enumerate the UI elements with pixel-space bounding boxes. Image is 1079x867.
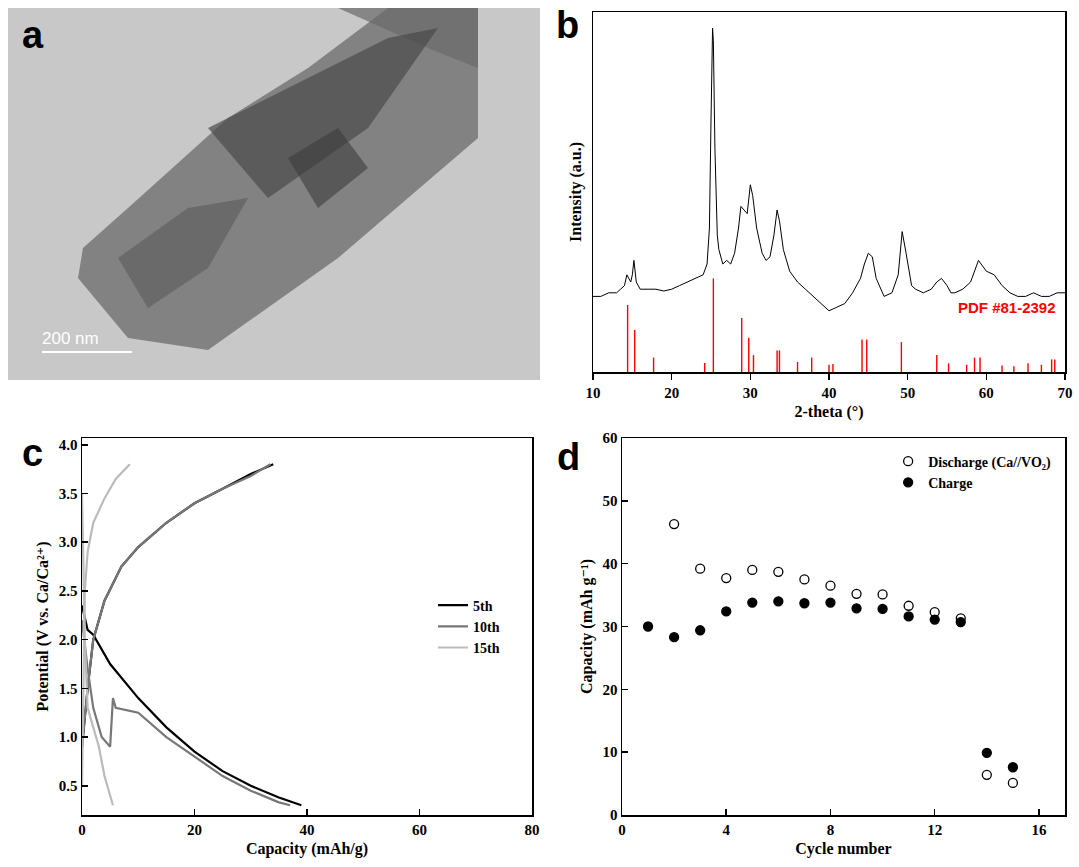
html-text:b: b <box>556 4 580 46</box>
svg-text:10: 10 <box>603 744 618 760</box>
svg-text:4: 4 <box>722 822 730 838</box>
svg-text:60: 60 <box>412 822 427 838</box>
svg-text:4.0: 4.0 <box>59 437 78 453</box>
svg-text:3.5: 3.5 <box>59 486 78 502</box>
svg-text:30: 30 <box>603 619 618 635</box>
svg-text:15th: 15th <box>473 641 500 656</box>
svg-text:10th: 10th <box>473 620 500 635</box>
svg-text:1.0: 1.0 <box>59 729 78 745</box>
svg-text:0.5: 0.5 <box>59 778 78 794</box>
svg-text:60: 60 <box>979 385 994 401</box>
svg-text:Cycle number: Cycle number <box>795 840 891 858</box>
svg-text:2.0: 2.0 <box>59 632 78 648</box>
svg-text:0: 0 <box>610 807 618 823</box>
svg-text:Potential (V vs. Ca/Ca²⁺): Potential (V vs. Ca/Ca²⁺) <box>34 541 52 711</box>
svg-text:3.0: 3.0 <box>59 534 78 550</box>
svg-text:80: 80 <box>525 822 540 838</box>
svg-text:2-theta (°): 2-theta (°) <box>794 403 863 421</box>
svg-text:30: 30 <box>743 385 758 401</box>
html-text:c: c <box>22 432 44 474</box>
html-text:d: d <box>557 436 581 478</box>
svg-text:40: 40 <box>603 556 618 572</box>
svg-text:10: 10 <box>586 385 601 401</box>
svg-text:Capacity (mAh g⁻¹): Capacity (mAh g⁻¹) <box>578 559 596 694</box>
svg-text:Discharge (Ca//VO₂): Discharge (Ca//VO₂) <box>928 455 1051 471</box>
svg-text:2.5: 2.5 <box>59 583 78 599</box>
svg-text:60: 60 <box>603 430 618 446</box>
svg-text:20: 20 <box>603 682 618 698</box>
svg-text:40: 40 <box>822 385 837 401</box>
svg-text:8: 8 <box>827 822 835 838</box>
svg-text:12: 12 <box>927 822 942 838</box>
svg-text:200 nm: 200 nm <box>42 329 99 348</box>
svg-text:20: 20 <box>664 385 679 401</box>
svg-text:40: 40 <box>300 822 315 838</box>
svg-text:50: 50 <box>900 385 915 401</box>
svg-text:16: 16 <box>1031 822 1047 838</box>
svg-text:Charge: Charge <box>928 476 972 491</box>
svg-text:0: 0 <box>78 822 86 838</box>
svg-text:1.5: 1.5 <box>59 681 78 697</box>
svg-text:50: 50 <box>603 493 618 509</box>
svg-text:PDF #81-2392: PDF #81-2392 <box>958 299 1056 316</box>
svg-text:Capacity (mAh/g): Capacity (mAh/g) <box>246 840 368 858</box>
svg-text:5th: 5th <box>473 599 493 614</box>
svg-text:Intensity (a.u.): Intensity (a.u.) <box>567 142 585 242</box>
svg-text:70: 70 <box>1058 385 1073 401</box>
svg-text:20: 20 <box>187 822 202 838</box>
svg-text:0: 0 <box>618 822 626 838</box>
html-text:a: a <box>22 14 44 56</box>
